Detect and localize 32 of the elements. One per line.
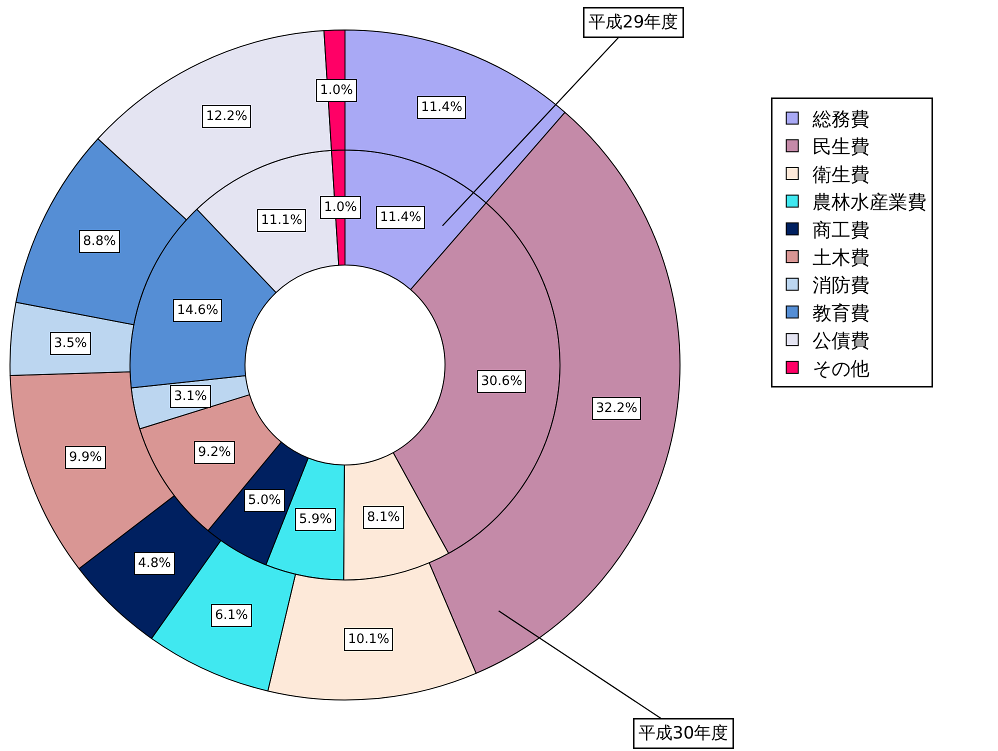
data-label: 11.4% <box>380 210 422 225</box>
data-label: 8.8% <box>83 234 116 249</box>
legend-label: 消防費 <box>812 274 870 297</box>
data-label: 11.1% <box>261 213 302 228</box>
data-label: 11.4% <box>421 100 462 115</box>
data-label: 30.6% <box>481 374 522 389</box>
slice-label: 平成29年度 <box>588 12 678 32</box>
legend-label: 衛生費 <box>812 164 870 186</box>
legend-label: 農林水産業費 <box>812 192 926 214</box>
data-label: 4.8% <box>138 556 172 571</box>
data-label: 3.5% <box>54 336 88 351</box>
legend-label: 民生費 <box>812 136 870 158</box>
legend-label: 公債費 <box>812 330 870 352</box>
legend-label: 教育費 <box>812 302 870 324</box>
data-label: 5.9% <box>299 512 332 527</box>
data-label: 9.2% <box>198 445 232 460</box>
legend-label: 商工費 <box>812 219 870 242</box>
legend-label: 総務費 <box>811 108 870 130</box>
data-label: 1.0% <box>324 200 358 215</box>
data-label: 14.6% <box>177 303 218 318</box>
data-label: 32.2% <box>596 401 638 416</box>
data-label: 8.1% <box>367 510 400 525</box>
data-label: 3.1% <box>174 389 208 404</box>
legend-label: その他 <box>812 358 870 380</box>
data-label: 1.0% <box>320 83 354 98</box>
slice-label: 平成30年度 <box>638 724 728 744</box>
data-label: 5.0% <box>248 493 282 508</box>
data-label: 12.2% <box>206 109 248 124</box>
legend-label: 土木費 <box>812 246 870 269</box>
data-label: 10.1% <box>348 632 390 647</box>
data-label: 6.1% <box>215 608 248 623</box>
data-label: 9.9% <box>69 450 102 465</box>
